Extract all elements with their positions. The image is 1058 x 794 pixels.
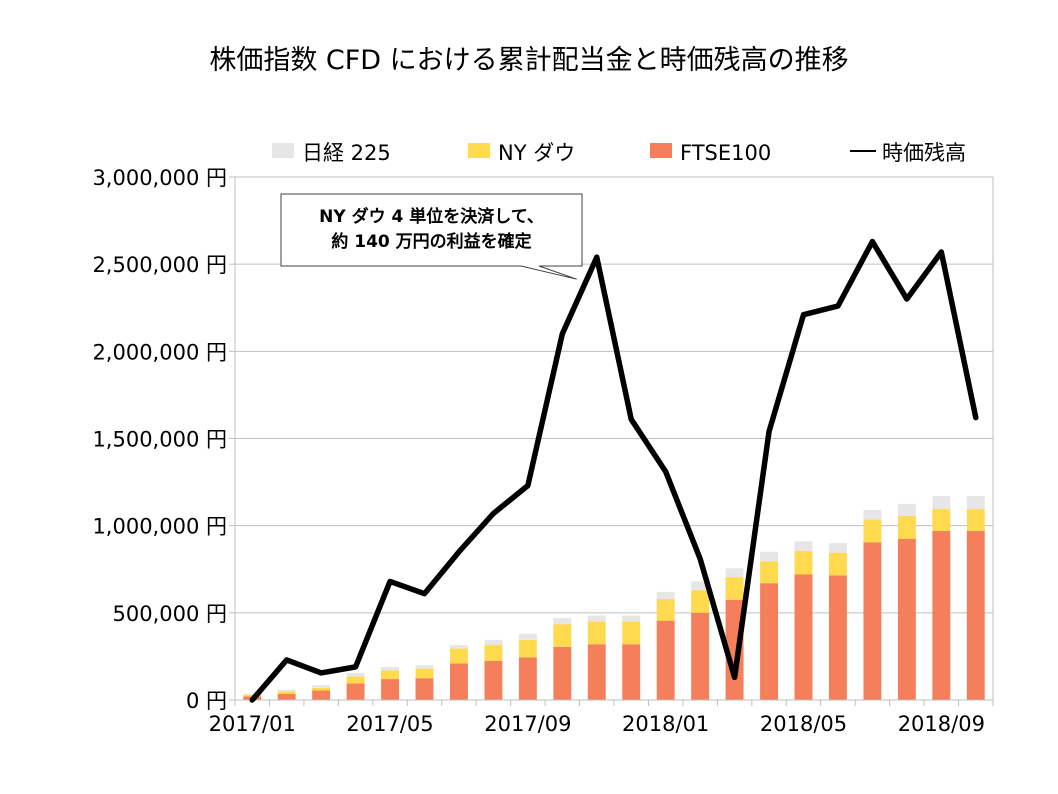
- bar-FTSE100: [932, 530, 951, 700]
- bar-NY-ダウ: [932, 509, 951, 531]
- bar-FTSE100: [897, 538, 916, 700]
- bar-日経-225: [966, 496, 985, 510]
- bar-NY-ダウ: [449, 648, 468, 664]
- callout-text-line: NY ダウ 4 単位を決済して、: [319, 206, 544, 227]
- bar-NY-ダウ: [484, 645, 503, 661]
- bar-FTSE100: [312, 690, 331, 700]
- bar-FTSE100: [863, 542, 882, 700]
- legend-label: NY ダウ: [498, 141, 575, 165]
- bar-FTSE100: [656, 620, 675, 700]
- bar-FTSE100: [966, 530, 985, 700]
- bar-NY-ダウ: [553, 624, 572, 647]
- bar-NY-ダウ: [622, 621, 641, 645]
- legend-swatch: [468, 143, 490, 158]
- legend-swatch: [650, 143, 672, 158]
- y-tick-labels: 0 円 500,000 円 1,000,000 円 1,500,000 円 2,000,…: [92, 166, 227, 713]
- y-tick-label: 3,000,000 円: [92, 166, 227, 190]
- y-tick-label: 2,500,000 円: [92, 253, 227, 277]
- bar-日経-225: [449, 645, 468, 649]
- line-series: [249, 238, 979, 703]
- bar-FTSE100: [828, 575, 847, 700]
- legend-label: FTSE100: [680, 141, 771, 165]
- bar-日経-225: [794, 541, 813, 551]
- callout-box: [280, 193, 583, 280]
- bar-FTSE100: [449, 663, 468, 700]
- bar-NY-ダウ: [966, 509, 985, 531]
- bar-FTSE100: [622, 644, 641, 700]
- bar-NY-ダウ: [760, 561, 779, 584]
- gridlines: [229, 176, 993, 701]
- annotation-callout: NY ダウ 4 単位を決済して、約 140 万円の利益を確定: [280, 193, 583, 280]
- y-tick-label: 2,000,000 円: [92, 340, 227, 364]
- bar-FTSE100: [587, 644, 606, 700]
- bar-日経-225: [312, 685, 331, 688]
- bar-NY-ダウ: [897, 516, 916, 539]
- bar-NY-ダウ: [725, 577, 744, 600]
- y-tick-label: 1,500,000 円: [92, 428, 227, 452]
- bar-FTSE100: [553, 646, 572, 700]
- bar-日経-225: [725, 568, 744, 578]
- bar-日経-225: [932, 496, 951, 510]
- bar-日経-225: [863, 509, 882, 520]
- x-tick-label: 2018/09: [898, 712, 985, 736]
- bar-日経-225: [587, 615, 606, 622]
- bar-日経-225: [760, 551, 779, 562]
- bar-FTSE100: [518, 657, 537, 700]
- legend: 日経 225 NY ダウ FTSE100 時価残高: [272, 141, 966, 165]
- bar-FTSE100: [484, 660, 503, 700]
- bar-日経-225: [656, 591, 675, 599]
- bar-NY-ダウ: [691, 590, 710, 613]
- bar-日経-225: [553, 618, 572, 625]
- bar-日経-225: [897, 503, 916, 517]
- bar-FTSE100: [760, 583, 779, 700]
- bar-FTSE100: [381, 679, 400, 700]
- x-tick-label: 2017/09: [484, 712, 571, 736]
- y-tick-label: 1,000,000 円: [92, 515, 227, 539]
- bar-日経-225: [415, 665, 434, 669]
- legend-label: 日経 225: [302, 141, 391, 165]
- legend-label: 時価残高: [882, 141, 966, 165]
- bar-FTSE100: [794, 574, 813, 700]
- bar-FTSE100: [277, 693, 296, 700]
- bar-日経-225: [828, 543, 847, 553]
- bar-日経-225: [691, 581, 710, 591]
- y-tick-label: 0 円: [186, 689, 227, 713]
- bar-NY-ダウ: [794, 550, 813, 575]
- bar-FTSE100: [346, 683, 365, 700]
- bar-NY-ダウ: [656, 598, 675, 621]
- bar-NY-ダウ: [863, 519, 882, 543]
- bar-NY-ダウ: [518, 639, 537, 658]
- bar-NY-ダウ: [277, 691, 296, 694]
- bars: [243, 496, 985, 700]
- legend-swatch: [272, 143, 294, 158]
- bar-日経-225: [381, 666, 400, 671]
- bar-NY-ダウ: [587, 621, 606, 645]
- bar-NY-ダウ: [243, 694, 262, 697]
- bar-NY-ダウ: [312, 687, 331, 691]
- x-tick-label: 2018/01: [622, 712, 709, 736]
- bar-NY-ダウ: [381, 670, 400, 680]
- line-時価残高: [249, 238, 979, 703]
- chart-title: 株価指数 CFD における累計配当金と時価残高の推移: [209, 45, 849, 76]
- bar-日経-225: [518, 633, 537, 640]
- bar-日経-225: [277, 689, 296, 692]
- x-tick-label: 2018/05: [760, 712, 847, 736]
- bar-日経-225: [484, 639, 503, 646]
- bar-FTSE100: [691, 612, 710, 700]
- x-tick-labels: 2017/01 2017/05 2017/09 2018/01 2018/05 2018/…: [209, 712, 985, 736]
- bar-日経-225: [346, 672, 365, 677]
- bar-FTSE100: [415, 678, 434, 700]
- callout-text-line: 約 140 万円の利益を確定: [331, 231, 531, 252]
- bar-NY-ダウ: [415, 668, 434, 679]
- y-tick-label: 500,000 円: [112, 602, 227, 626]
- x-tick-label: 2017/01: [209, 712, 296, 736]
- bar-FTSE100: [725, 599, 744, 700]
- x-tick-label: 2017/05: [346, 712, 433, 736]
- bar-日経-225: [622, 615, 641, 622]
- bar-NY-ダウ: [828, 552, 847, 576]
- axes: [234, 177, 994, 706]
- bar-日経-225: [243, 693, 262, 695]
- bar-NY-ダウ: [346, 676, 365, 684]
